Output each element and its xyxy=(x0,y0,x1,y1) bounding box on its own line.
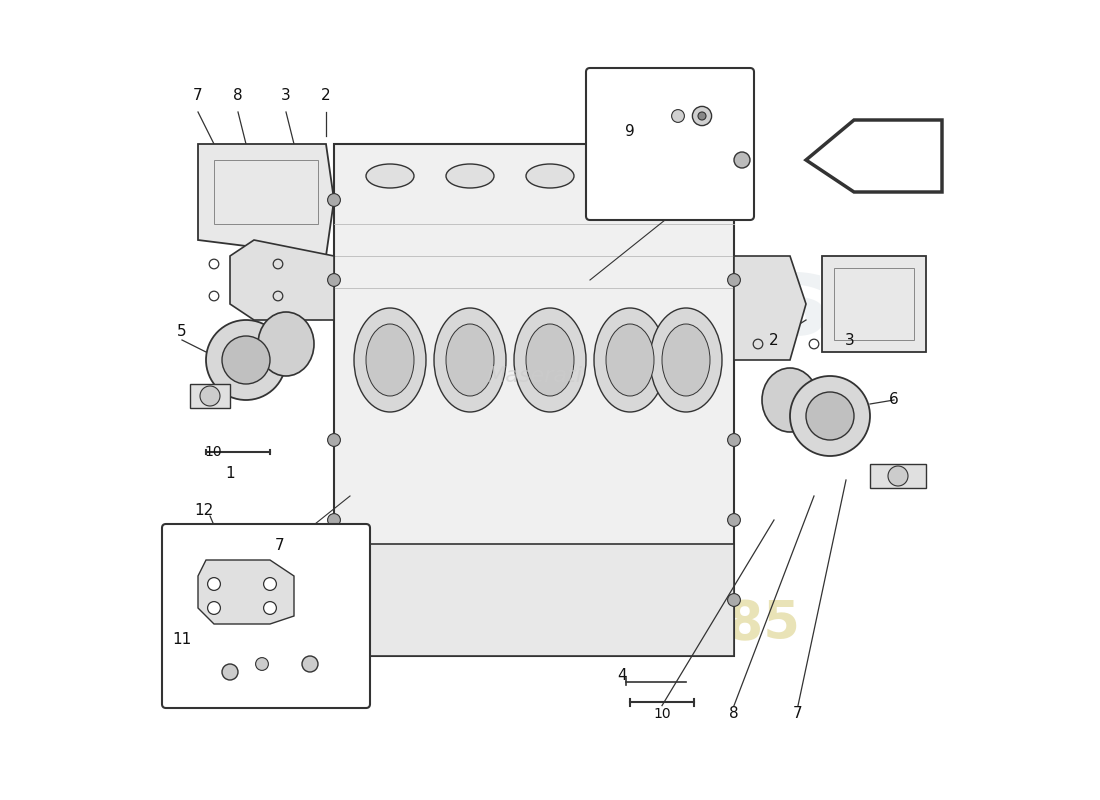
Text: Maserati: Maserati xyxy=(454,501,646,539)
Ellipse shape xyxy=(790,376,870,456)
Ellipse shape xyxy=(662,324,710,396)
FancyBboxPatch shape xyxy=(586,68,754,220)
Circle shape xyxy=(727,434,740,446)
Ellipse shape xyxy=(222,336,270,384)
Ellipse shape xyxy=(366,164,414,188)
Circle shape xyxy=(264,578,276,590)
Text: 12: 12 xyxy=(195,503,214,518)
Polygon shape xyxy=(190,384,230,408)
Circle shape xyxy=(255,658,268,670)
Ellipse shape xyxy=(200,386,220,406)
Ellipse shape xyxy=(366,324,414,396)
Text: 7: 7 xyxy=(194,89,202,103)
Polygon shape xyxy=(734,256,806,360)
Text: Maserati: Maserati xyxy=(486,366,582,386)
Text: 1: 1 xyxy=(226,466,234,481)
Text: 3: 3 xyxy=(282,89,290,103)
Ellipse shape xyxy=(526,164,574,188)
Ellipse shape xyxy=(514,308,586,412)
Ellipse shape xyxy=(888,466,907,486)
Ellipse shape xyxy=(206,320,286,400)
Circle shape xyxy=(698,112,706,120)
Circle shape xyxy=(328,434,340,446)
Text: ecs: ecs xyxy=(623,250,829,358)
Ellipse shape xyxy=(446,324,494,396)
Circle shape xyxy=(264,602,276,614)
Circle shape xyxy=(672,110,684,122)
Circle shape xyxy=(222,664,238,680)
Circle shape xyxy=(208,578,220,590)
Ellipse shape xyxy=(606,164,654,188)
Circle shape xyxy=(734,152,750,168)
Text: 4: 4 xyxy=(617,669,627,683)
Ellipse shape xyxy=(650,308,722,412)
Ellipse shape xyxy=(686,164,734,188)
Polygon shape xyxy=(806,120,942,192)
Circle shape xyxy=(692,106,712,126)
FancyBboxPatch shape xyxy=(162,524,370,708)
Ellipse shape xyxy=(526,324,574,396)
Text: 5: 5 xyxy=(177,325,187,339)
Text: 8: 8 xyxy=(233,89,243,103)
Text: 7: 7 xyxy=(793,706,803,721)
Text: 2: 2 xyxy=(321,89,331,103)
Ellipse shape xyxy=(446,164,494,188)
Text: 1985: 1985 xyxy=(652,598,800,650)
Text: 1985: 1985 xyxy=(560,600,700,648)
Ellipse shape xyxy=(354,308,426,412)
Circle shape xyxy=(208,602,220,614)
Circle shape xyxy=(328,274,340,286)
Polygon shape xyxy=(334,144,734,656)
Ellipse shape xyxy=(258,312,314,376)
Ellipse shape xyxy=(434,308,506,412)
Polygon shape xyxy=(334,544,734,656)
Polygon shape xyxy=(198,144,334,256)
Circle shape xyxy=(328,514,340,526)
Polygon shape xyxy=(870,464,926,488)
Circle shape xyxy=(302,656,318,672)
Circle shape xyxy=(328,594,340,606)
Text: 7: 7 xyxy=(275,538,285,553)
Text: 10: 10 xyxy=(653,706,671,721)
Polygon shape xyxy=(230,240,334,320)
Circle shape xyxy=(727,274,740,286)
Circle shape xyxy=(727,514,740,526)
Ellipse shape xyxy=(594,308,666,412)
Text: europeparts: europeparts xyxy=(243,274,666,334)
Polygon shape xyxy=(822,256,926,352)
Circle shape xyxy=(727,594,740,606)
Text: a passion for: a passion for xyxy=(387,426,584,454)
Ellipse shape xyxy=(606,324,654,396)
Text: 2: 2 xyxy=(769,333,779,347)
Text: 9: 9 xyxy=(625,125,635,139)
Text: 3: 3 xyxy=(845,333,855,347)
Text: 11: 11 xyxy=(173,633,191,647)
Ellipse shape xyxy=(806,392,854,440)
Text: 8: 8 xyxy=(729,706,739,721)
Ellipse shape xyxy=(762,368,818,432)
Circle shape xyxy=(328,194,340,206)
Polygon shape xyxy=(198,560,294,624)
Circle shape xyxy=(727,194,740,206)
Text: 10: 10 xyxy=(205,445,222,459)
Text: 6: 6 xyxy=(889,393,899,407)
